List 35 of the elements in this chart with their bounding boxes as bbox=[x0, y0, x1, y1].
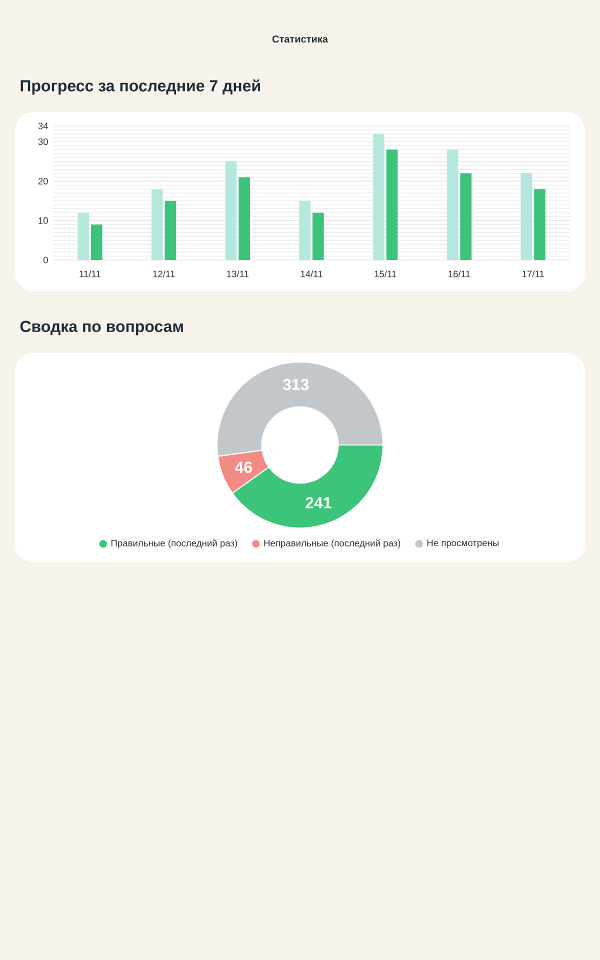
bar bbox=[312, 212, 324, 260]
y-tick-label: 34 bbox=[38, 122, 48, 130]
data-label: 241 bbox=[306, 497, 332, 508]
y-tick-label: 20 bbox=[38, 178, 48, 184]
chart-title: Прогресс за последние 7 дней bbox=[20, 79, 260, 95]
y-tick-label: 10 bbox=[38, 217, 48, 224]
bar bbox=[386, 150, 398, 260]
x-tick-label: 17/11 bbox=[522, 270, 544, 278]
data-label: 313 bbox=[282, 378, 309, 390]
x-tick-label: 13/11 bbox=[227, 270, 249, 278]
y-tick-label: 0 bbox=[43, 256, 48, 264]
bar bbox=[225, 161, 237, 260]
x-tick-label: 14/11 bbox=[300, 270, 322, 278]
bar bbox=[460, 173, 472, 260]
bar bbox=[151, 189, 163, 260]
bar bbox=[446, 150, 458, 260]
x-tick-label: 16/11 bbox=[448, 270, 470, 278]
x-tick-label: 12/11 bbox=[153, 270, 175, 278]
bar bbox=[78, 212, 89, 260]
legend-label: Не просмотрены bbox=[427, 540, 499, 548]
bar bbox=[164, 200, 176, 260]
bar bbox=[238, 177, 250, 260]
bar bbox=[299, 200, 310, 260]
bar bbox=[90, 224, 102, 260]
text: Статистика bbox=[272, 35, 328, 43]
bar bbox=[373, 134, 384, 260]
bar bbox=[520, 173, 532, 260]
legend-label: Неправильные (последний раз) bbox=[264, 539, 400, 548]
y-tick-label: 30 bbox=[38, 138, 48, 146]
chart-title: Сводка по вопросам bbox=[20, 320, 183, 336]
data-label: 46 bbox=[235, 462, 252, 473]
x-tick-label: 15/11 bbox=[374, 270, 396, 278]
legend-label: Правильные (последний раз) bbox=[111, 539, 238, 548]
x-tick-label: 11/11 bbox=[80, 270, 100, 278]
bar bbox=[534, 189, 546, 260]
